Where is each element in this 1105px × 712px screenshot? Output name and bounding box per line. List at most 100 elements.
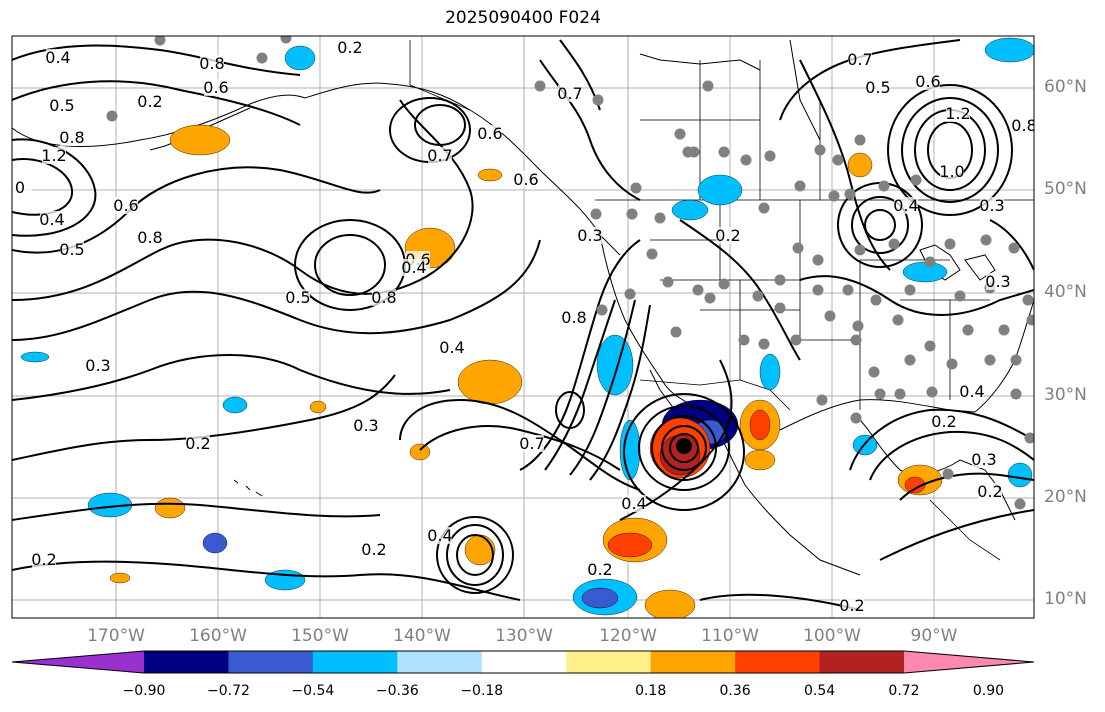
station-dot [844, 188, 856, 200]
station-dot [1014, 498, 1026, 510]
station-dot [904, 284, 916, 296]
station-dot [646, 248, 658, 260]
station-dot [828, 190, 840, 202]
station-dot [740, 154, 752, 166]
colorbar-segment [566, 651, 652, 673]
contour-label: 0.8 [59, 128, 84, 147]
latitude-label: 40°N [1044, 282, 1087, 302]
contour-label: 0.3 [577, 226, 602, 245]
station-dot [924, 256, 936, 268]
station-dot [702, 80, 714, 92]
contour-label: 0.3 [985, 272, 1010, 291]
colorbar-segment [735, 651, 821, 673]
station-dot [718, 146, 730, 158]
alaska-border [409, 40, 471, 111]
colorbar-segment [312, 651, 398, 673]
contour-label: 0.4 [959, 382, 984, 401]
colorbar-tick-label: 0.36 [719, 683, 751, 699]
shaded-fields [20, 37, 1034, 618]
station-dot [868, 366, 880, 378]
longitude-label: 170°W [87, 626, 145, 646]
contour-label: 0.2 [137, 92, 162, 111]
colorbar-tick-label: 0.18 [635, 683, 667, 699]
contour-label: 0.7 [427, 146, 452, 165]
station-dot [942, 468, 954, 480]
station-dot [854, 134, 866, 146]
station-dot [824, 310, 836, 322]
longitude-label: 90°W [910, 626, 958, 646]
station-dot [704, 292, 716, 304]
contour-label: 0.8 [371, 288, 396, 307]
station-dot [946, 358, 958, 370]
station-dot [590, 208, 602, 220]
contour-label: 0.2 [31, 550, 56, 569]
colorbar [11, 650, 1035, 674]
station-dot [764, 150, 776, 162]
station-dot [812, 254, 824, 266]
contour-label: 0.8 [199, 54, 224, 73]
contour-label: 0.5 [865, 78, 890, 97]
station-dot [1024, 432, 1034, 444]
station-dot [1022, 294, 1034, 306]
latitude-label: 20°N [1044, 487, 1087, 507]
station-dot [596, 304, 608, 316]
station-dot [670, 326, 682, 338]
colorbar-segment [481, 651, 567, 673]
station-dot [674, 128, 686, 140]
colorbar-tick-label: −0.72 [206, 683, 250, 699]
longitude-label: 160°W [189, 626, 247, 646]
longitude-label: 150°W [291, 626, 349, 646]
station-dot [962, 324, 974, 336]
station-dot [774, 274, 786, 286]
contour-label: 0.6 [915, 72, 940, 91]
station-dot [630, 182, 642, 194]
contour-label: 0.2 [587, 560, 612, 579]
station-dot [688, 146, 700, 158]
contour-label: 0.4 [893, 196, 918, 215]
station-dot [812, 284, 824, 296]
longitude-label: 110°W [701, 626, 759, 646]
colorbar-tick-label: 0.72 [888, 683, 920, 699]
station-dot [662, 276, 674, 288]
contour-label: 0.5 [49, 96, 74, 115]
contour-label: 0.7 [557, 84, 582, 103]
longitude-label: 120°W [599, 626, 657, 646]
contour-label: 0.5 [59, 240, 84, 259]
station-dot [984, 354, 996, 366]
station-dot [870, 294, 882, 306]
station-dot [998, 324, 1010, 336]
station-dot [106, 110, 118, 122]
longitude-label: 130°W [495, 626, 553, 646]
contour-label: 0.2 [839, 596, 864, 615]
contour-label: 0.2 [931, 412, 956, 431]
station-dot [1026, 314, 1034, 326]
latitude-label: 10°N [1044, 589, 1087, 609]
colorbar-tick-label: −0.90 [122, 683, 166, 699]
contour-label: 0.2 [185, 434, 210, 453]
station-dot [654, 212, 666, 224]
contour-label: 0.5 [285, 288, 310, 307]
station-dot [534, 80, 546, 92]
contour-label: 0.2 [361, 540, 386, 559]
map-frame [11, 35, 1035, 619]
contour-label: 0.7 [519, 434, 544, 453]
contour-label: 1.2 [41, 146, 66, 165]
station-dot [718, 278, 730, 290]
longitude-label: 100°W [803, 626, 861, 646]
station-dot [814, 144, 826, 156]
station-dot [910, 174, 922, 186]
latitude-label: 50°N [1044, 179, 1087, 199]
colorbar-tick-label: −0.36 [375, 683, 419, 699]
station-dot [154, 36, 166, 46]
station-dot [980, 234, 992, 246]
colorbar-segment [144, 651, 229, 673]
colorbar-tick-label: 0.90 [972, 683, 1005, 699]
station-dot [592, 94, 604, 106]
contour-label: 0.4 [621, 494, 646, 513]
station-dot [888, 238, 900, 250]
station-dot [790, 334, 802, 346]
station-dot [280, 36, 292, 44]
contour-label: 0.2 [715, 226, 740, 245]
station-dot [738, 334, 750, 346]
colorbar-tick-label: −0.18 [460, 683, 504, 699]
